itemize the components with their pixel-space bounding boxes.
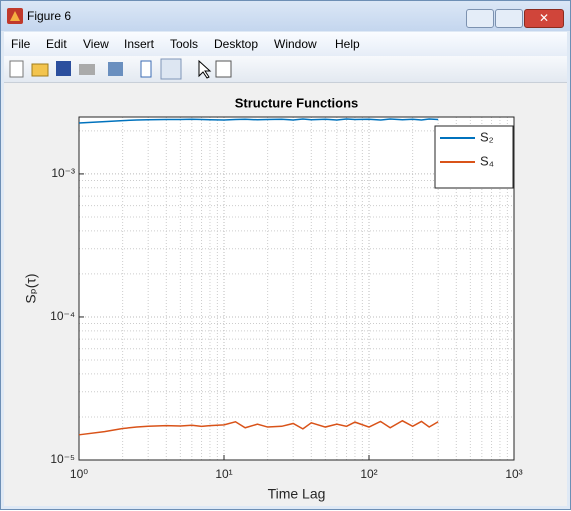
property-icon[interactable]	[215, 60, 232, 78]
axes-box	[78, 116, 515, 461]
menu-bar: File Edit View Insert Tools Desktop Window Help	[4, 32, 567, 56]
chart: 10⁰ 10¹ 10² 10³ 10⁻⁵ 10⁻⁴ 10⁻³ Structure Functi…	[23, 95, 523, 502]
minimize-button[interactable]	[466, 9, 494, 28]
y-tick-label: 10⁻³	[51, 166, 75, 180]
open-icon[interactable]	[31, 63, 49, 77]
y-axis-label: Sₚ(τ)	[23, 273, 39, 303]
chart-title: Structure Functions	[235, 95, 359, 110]
app-icon	[7, 8, 23, 24]
x-axis-label: Time Lag	[268, 486, 326, 502]
legend-box	[434, 125, 514, 189]
title-bar: Figure 6 ✕	[1, 1, 570, 31]
legend-label: S₂	[480, 129, 494, 144]
series-line	[78, 118, 439, 124]
figure-area: 10⁰ 10¹ 10² 10³ 10⁻⁵ 10⁻⁴ 10⁻³ Structure Functi…	[4, 83, 567, 506]
window-title: Figure 6	[27, 9, 72, 23]
close-button[interactable]: ✕	[524, 9, 564, 28]
menu-item[interactable]: Help	[335, 37, 360, 51]
legend-label: S₄	[480, 153, 494, 168]
menu-item[interactable]: Edit	[46, 37, 67, 51]
menu-item[interactable]: View	[83, 37, 109, 51]
x-tick-label: 10¹	[215, 467, 232, 481]
toolbar-icons	[9, 58, 232, 80]
y-tick-label: 10⁻⁵	[50, 452, 75, 466]
menu-item[interactable]: File	[11, 37, 31, 51]
menu-item[interactable]: Desktop	[214, 37, 259, 51]
x-tick-label: 10²	[360, 467, 377, 481]
legend-icon[interactable]	[160, 58, 182, 80]
menu-item[interactable]: Tools	[170, 37, 199, 51]
menu-item[interactable]: Insert	[124, 37, 155, 51]
maximize-button[interactable]	[495, 9, 523, 28]
pointer-icon[interactable]	[198, 59, 212, 79]
toolbar	[4, 56, 567, 83]
new-icon[interactable]	[9, 60, 24, 78]
menu-item[interactable]: Window	[274, 37, 317, 51]
print-icon[interactable]	[79, 64, 95, 75]
link-icon[interactable]	[108, 62, 123, 76]
series-line	[78, 419, 439, 436]
x-tick-label: 10³	[505, 467, 522, 481]
colorbar-icon[interactable]	[140, 60, 152, 78]
x-tick-label: 10⁰	[70, 467, 88, 481]
y-tick-label: 10⁻⁴	[50, 309, 75, 323]
save-icon[interactable]	[56, 61, 71, 76]
